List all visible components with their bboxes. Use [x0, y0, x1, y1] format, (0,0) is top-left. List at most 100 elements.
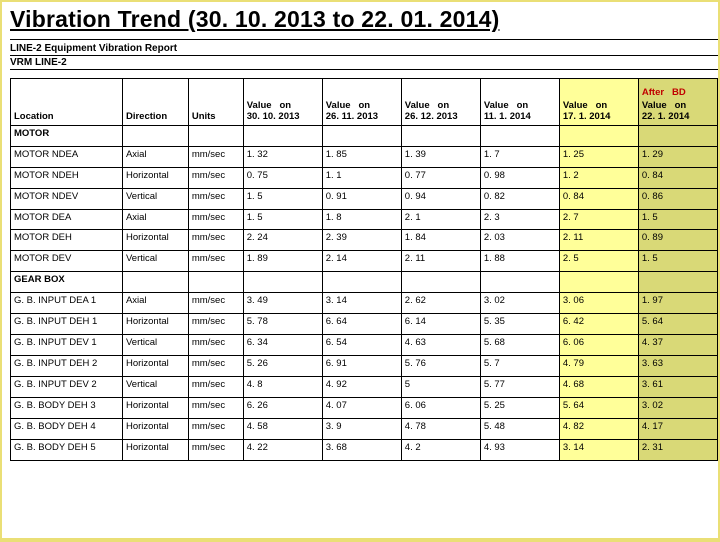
table-cell: 1. 25 — [559, 146, 638, 167]
table-cell: 4. 37 — [638, 335, 717, 356]
table-cell: Vertical — [122, 251, 188, 272]
col-date-4: Value on11. 1. 2014 — [480, 79, 559, 126]
table-cell: 5. 48 — [480, 418, 559, 439]
table-cell: 2. 3 — [480, 209, 559, 230]
col-date-5: Value on17. 1. 2014 — [559, 79, 638, 126]
table-cell: 2. 24 — [243, 230, 322, 251]
table-cell: mm/sec — [188, 146, 243, 167]
page-title: Vibration Trend (30. 10. 2013 to 22. 01.… — [10, 6, 718, 33]
table-cell: 3. 14 — [559, 439, 638, 460]
table-cell: mm/sec — [188, 167, 243, 188]
table-row: MOTOR DEHHorizontalmm/sec2. 242. 391. 84… — [11, 230, 718, 251]
table-row: MOTOR NDEHHorizontalmm/sec0. 751. 10. 77… — [11, 167, 718, 188]
col-date-2: Value on26. 11. 2013 — [322, 79, 401, 126]
table-cell: mm/sec — [188, 293, 243, 314]
col-direction: Direction — [122, 79, 188, 126]
table-cell: MOTOR NDEH — [11, 167, 123, 188]
table-cell: 2. 11 — [401, 251, 480, 272]
section-row: MOTOR — [11, 125, 718, 146]
table-cell: Vertical — [122, 335, 188, 356]
table-cell: Horizontal — [122, 397, 188, 418]
table-cell: 3. 9 — [322, 418, 401, 439]
table-cell: 0. 91 — [322, 188, 401, 209]
table-cell: 1. 5 — [638, 209, 717, 230]
col-date-1: Value on30. 10. 2013 — [243, 79, 322, 126]
table-cell: 1. 5 — [638, 251, 717, 272]
table-cell: 3. 06 — [559, 293, 638, 314]
table-cell: Axial — [122, 209, 188, 230]
table-cell: 5. 26 — [243, 355, 322, 376]
table-cell: 1. 88 — [480, 251, 559, 272]
table-cell: 6. 91 — [322, 355, 401, 376]
table-cell: mm/sec — [188, 418, 243, 439]
table-cell: MOTOR NDEA — [11, 146, 123, 167]
table-cell: 4. 68 — [559, 376, 638, 397]
table-cell: 5. 35 — [480, 314, 559, 335]
table-cell: 6. 42 — [559, 314, 638, 335]
table-cell: mm/sec — [188, 314, 243, 335]
col-units: Units — [188, 79, 243, 126]
table-cell: 6. 06 — [401, 397, 480, 418]
table-cell: 1. 5 — [243, 188, 322, 209]
table-cell: 0. 98 — [480, 167, 559, 188]
table-cell: G. B. INPUT DEV 2 — [11, 376, 123, 397]
table-cell: mm/sec — [188, 397, 243, 418]
table-cell: 4. 82 — [559, 418, 638, 439]
table-cell: 1. 7 — [480, 146, 559, 167]
section-label: GEAR BOX — [11, 272, 123, 293]
table-cell: mm/sec — [188, 251, 243, 272]
table-cell: 3. 68 — [322, 439, 401, 460]
table-cell: 5. 77 — [480, 376, 559, 397]
table-cell: 3. 14 — [322, 293, 401, 314]
table-cell: 5. 64 — [638, 314, 717, 335]
table-cell: MOTOR DEV — [11, 251, 123, 272]
table-cell: G. B. INPUT DEH 2 — [11, 355, 123, 376]
table-row: G. B. INPUT DEV 2Verticalmm/sec4. 84. 92… — [11, 376, 718, 397]
table-cell: 0. 84 — [638, 167, 717, 188]
table-cell: 6. 64 — [322, 314, 401, 335]
report-subtitle-1: LINE-2 Equipment Vibration Report — [10, 42, 718, 56]
table-cell: 4. 93 — [480, 439, 559, 460]
table-header-row: Location Direction Units Value on30. 10.… — [11, 79, 718, 126]
table-cell: 2. 03 — [480, 230, 559, 251]
table-cell: G. B. BODY DEH 3 — [11, 397, 123, 418]
table-cell: 4. 58 — [243, 418, 322, 439]
table-cell: G. B. BODY DEH 5 — [11, 439, 123, 460]
table-row: G. B. BODY DEH 4Horizontalmm/sec4. 583. … — [11, 418, 718, 439]
table-cell: 1. 32 — [243, 146, 322, 167]
table-cell: 2. 31 — [638, 439, 717, 460]
table-cell: MOTOR DEH — [11, 230, 123, 251]
table-cell: 3. 02 — [638, 397, 717, 418]
table-cell: Vertical — [122, 188, 188, 209]
table-cell: Horizontal — [122, 230, 188, 251]
table-cell: 4. 79 — [559, 355, 638, 376]
table-cell: 0. 86 — [638, 188, 717, 209]
table-cell: 3. 61 — [638, 376, 717, 397]
table-cell: 1. 2 — [559, 167, 638, 188]
table-cell: 5. 78 — [243, 314, 322, 335]
table-cell: Horizontal — [122, 355, 188, 376]
table-cell: 5. 25 — [480, 397, 559, 418]
table-cell: 1. 39 — [401, 146, 480, 167]
table-cell: 6. 26 — [243, 397, 322, 418]
section-row: GEAR BOX — [11, 272, 718, 293]
table-cell: 2. 62 — [401, 293, 480, 314]
table-row: G. B. INPUT DEA 1Axialmm/sec3. 493. 142.… — [11, 293, 718, 314]
table-cell: 4. 17 — [638, 418, 717, 439]
table-cell: 4. 2 — [401, 439, 480, 460]
table-cell: 2. 11 — [559, 230, 638, 251]
table-cell: G. B. INPUT DEA 1 — [11, 293, 123, 314]
table-cell: 6. 54 — [322, 335, 401, 356]
table-cell: 6. 34 — [243, 335, 322, 356]
table-row: G. B. INPUT DEV 1Verticalmm/sec6. 346. 5… — [11, 335, 718, 356]
table-cell: 0. 94 — [401, 188, 480, 209]
col-date-6-afterbd: After BDValue on22. 1. 2014 — [638, 79, 717, 126]
vibration-table: Location Direction Units Value on30. 10.… — [10, 78, 718, 461]
table-cell: 3. 63 — [638, 355, 717, 376]
report-subtitle-2: VRM LINE-2 — [10, 56, 718, 69]
table-cell: mm/sec — [188, 188, 243, 209]
table-cell: 3. 02 — [480, 293, 559, 314]
table-cell: 5 — [401, 376, 480, 397]
table-cell: 5. 68 — [480, 335, 559, 356]
table-cell: 4. 78 — [401, 418, 480, 439]
